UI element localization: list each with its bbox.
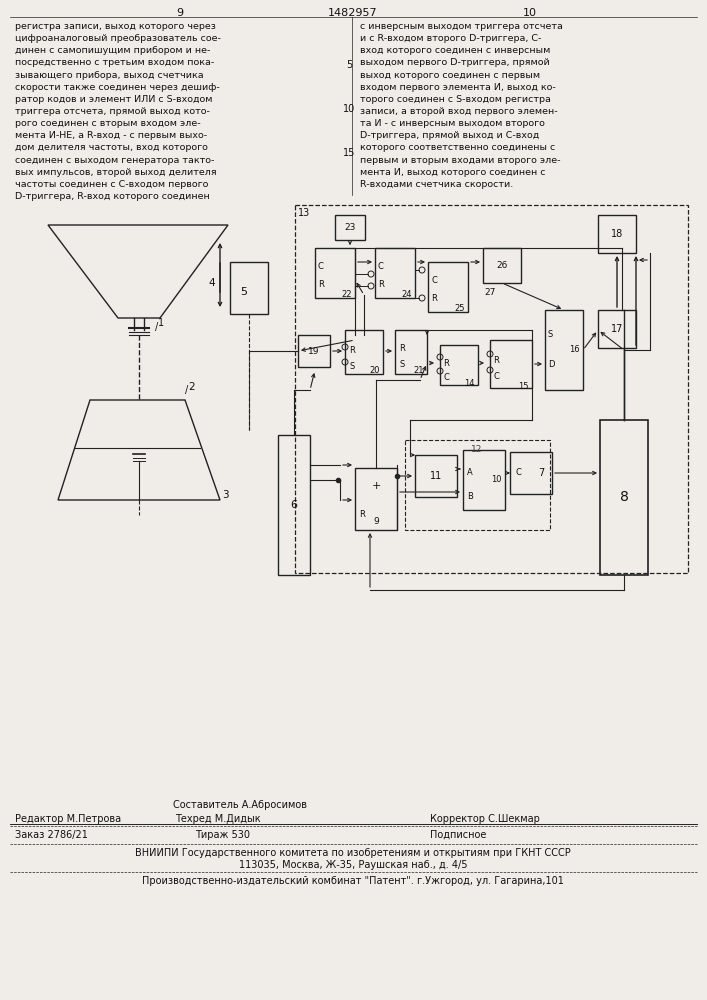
Bar	[295, 205, 688, 573]
Text: Техред М.Дидык: Техред М.Дидык	[175, 814, 261, 824]
Text: R: R	[378, 280, 384, 289]
Bar	[510, 452, 552, 494]
Text: 4: 4	[208, 278, 215, 288]
Bar	[395, 330, 427, 374]
Bar	[600, 420, 648, 575]
Bar	[598, 215, 636, 253]
Text: 10: 10	[523, 8, 537, 18]
Text: с инверсным выходом триггера отсчета
и с R-входом второго D-триггера, С-
вход ко: с инверсным выходом триггера отсчета и с…	[360, 22, 563, 189]
Bar	[230, 262, 268, 314]
Text: 7: 7	[538, 468, 544, 478]
Text: A: A	[467, 468, 473, 477]
Text: регистра записи, выход которого через
цифроаналоговый преобразователь сое-
динен: регистра записи, выход которого через ци…	[15, 22, 221, 201]
Bar	[315, 248, 355, 298]
Text: Производственно-издательский комбинат "Патент". г.Ужгород, ул. Гагарина,101: Производственно-издательский комбинат "П…	[142, 876, 564, 886]
Text: 15: 15	[518, 382, 529, 391]
Text: 20: 20	[369, 366, 380, 375]
Text: 113035, Москва, Ж-35, Раушская наб., д. 4/5: 113035, Москва, Ж-35, Раушская наб., д. …	[239, 860, 467, 870]
Text: C: C	[443, 373, 449, 382]
Text: 23: 23	[344, 223, 356, 232]
Text: 10: 10	[491, 476, 501, 485]
Text: Подписное: Подписное	[430, 830, 486, 840]
Text: R: R	[431, 294, 437, 303]
Text: 5: 5	[240, 287, 247, 297]
Text: B: B	[467, 492, 473, 501]
Text: 16: 16	[569, 346, 580, 355]
Text: 10: 10	[343, 104, 355, 114]
Text: R: R	[399, 344, 405, 353]
Text: R: R	[318, 280, 324, 289]
Text: 9: 9	[373, 518, 379, 526]
Bar	[335, 215, 365, 240]
Bar	[598, 310, 636, 348]
Text: 15: 15	[343, 148, 355, 158]
Bar	[375, 248, 415, 298]
Text: Заказ 2786/21: Заказ 2786/21	[15, 830, 88, 840]
Text: /: /	[155, 322, 158, 332]
Text: R: R	[349, 346, 355, 355]
Text: 12: 12	[472, 445, 483, 454]
Text: 14: 14	[464, 379, 474, 388]
Text: ВНИИПИ Государственного комитета по изобретениям и открытиям при ГКНТ СССР: ВНИИПИ Государственного комитета по изоб…	[135, 848, 571, 858]
Bar	[490, 340, 532, 388]
Bar	[428, 262, 468, 312]
Text: Тираж 530: Тираж 530	[195, 830, 250, 840]
Text: S: S	[399, 360, 404, 369]
Text: Корректор С.Шекмар: Корректор С.Шекмар	[430, 814, 540, 824]
Text: 27: 27	[484, 288, 496, 297]
Text: C: C	[378, 262, 384, 271]
Text: C: C	[318, 262, 324, 271]
Text: D: D	[548, 360, 554, 369]
Text: +: +	[371, 481, 380, 491]
Text: 26: 26	[496, 260, 508, 269]
Text: 19: 19	[308, 347, 320, 356]
Bar	[355, 468, 397, 530]
Text: 5: 5	[346, 60, 352, 70]
Text: 9: 9	[177, 8, 184, 18]
Text: S: S	[548, 330, 554, 339]
Text: 1482957: 1482957	[328, 8, 378, 18]
Text: 17: 17	[611, 324, 623, 334]
Text: 6: 6	[291, 500, 298, 510]
Text: R: R	[443, 359, 449, 368]
Text: C: C	[431, 276, 437, 285]
Text: R: R	[493, 356, 499, 365]
Bar	[345, 330, 383, 374]
Text: S: S	[349, 362, 354, 371]
Bar	[483, 248, 521, 283]
Text: /: /	[185, 385, 188, 395]
Text: 24: 24	[401, 290, 411, 299]
Text: R: R	[359, 510, 365, 519]
Text: Редактор М.Петрова: Редактор М.Петрова	[15, 814, 121, 824]
Text: Составитель А.Абросимов: Составитель А.Абросимов	[173, 800, 307, 810]
Bar	[278, 435, 310, 575]
Bar	[463, 450, 505, 510]
Bar	[415, 455, 457, 497]
Bar	[298, 335, 330, 367]
Text: 18: 18	[611, 229, 623, 239]
Text: 13: 13	[298, 208, 310, 218]
Text: 11: 11	[430, 471, 442, 481]
Bar	[440, 345, 478, 385]
Bar	[545, 310, 583, 390]
Text: C: C	[516, 468, 522, 477]
Text: 2: 2	[188, 382, 194, 392]
Bar	[405, 440, 550, 530]
Text: C: C	[493, 372, 499, 381]
Text: 1: 1	[158, 318, 164, 328]
Text: 3: 3	[222, 490, 228, 500]
Text: 21: 21	[413, 366, 423, 375]
Text: 22: 22	[341, 290, 351, 299]
Text: 25: 25	[454, 304, 464, 313]
Text: 8: 8	[619, 490, 629, 504]
